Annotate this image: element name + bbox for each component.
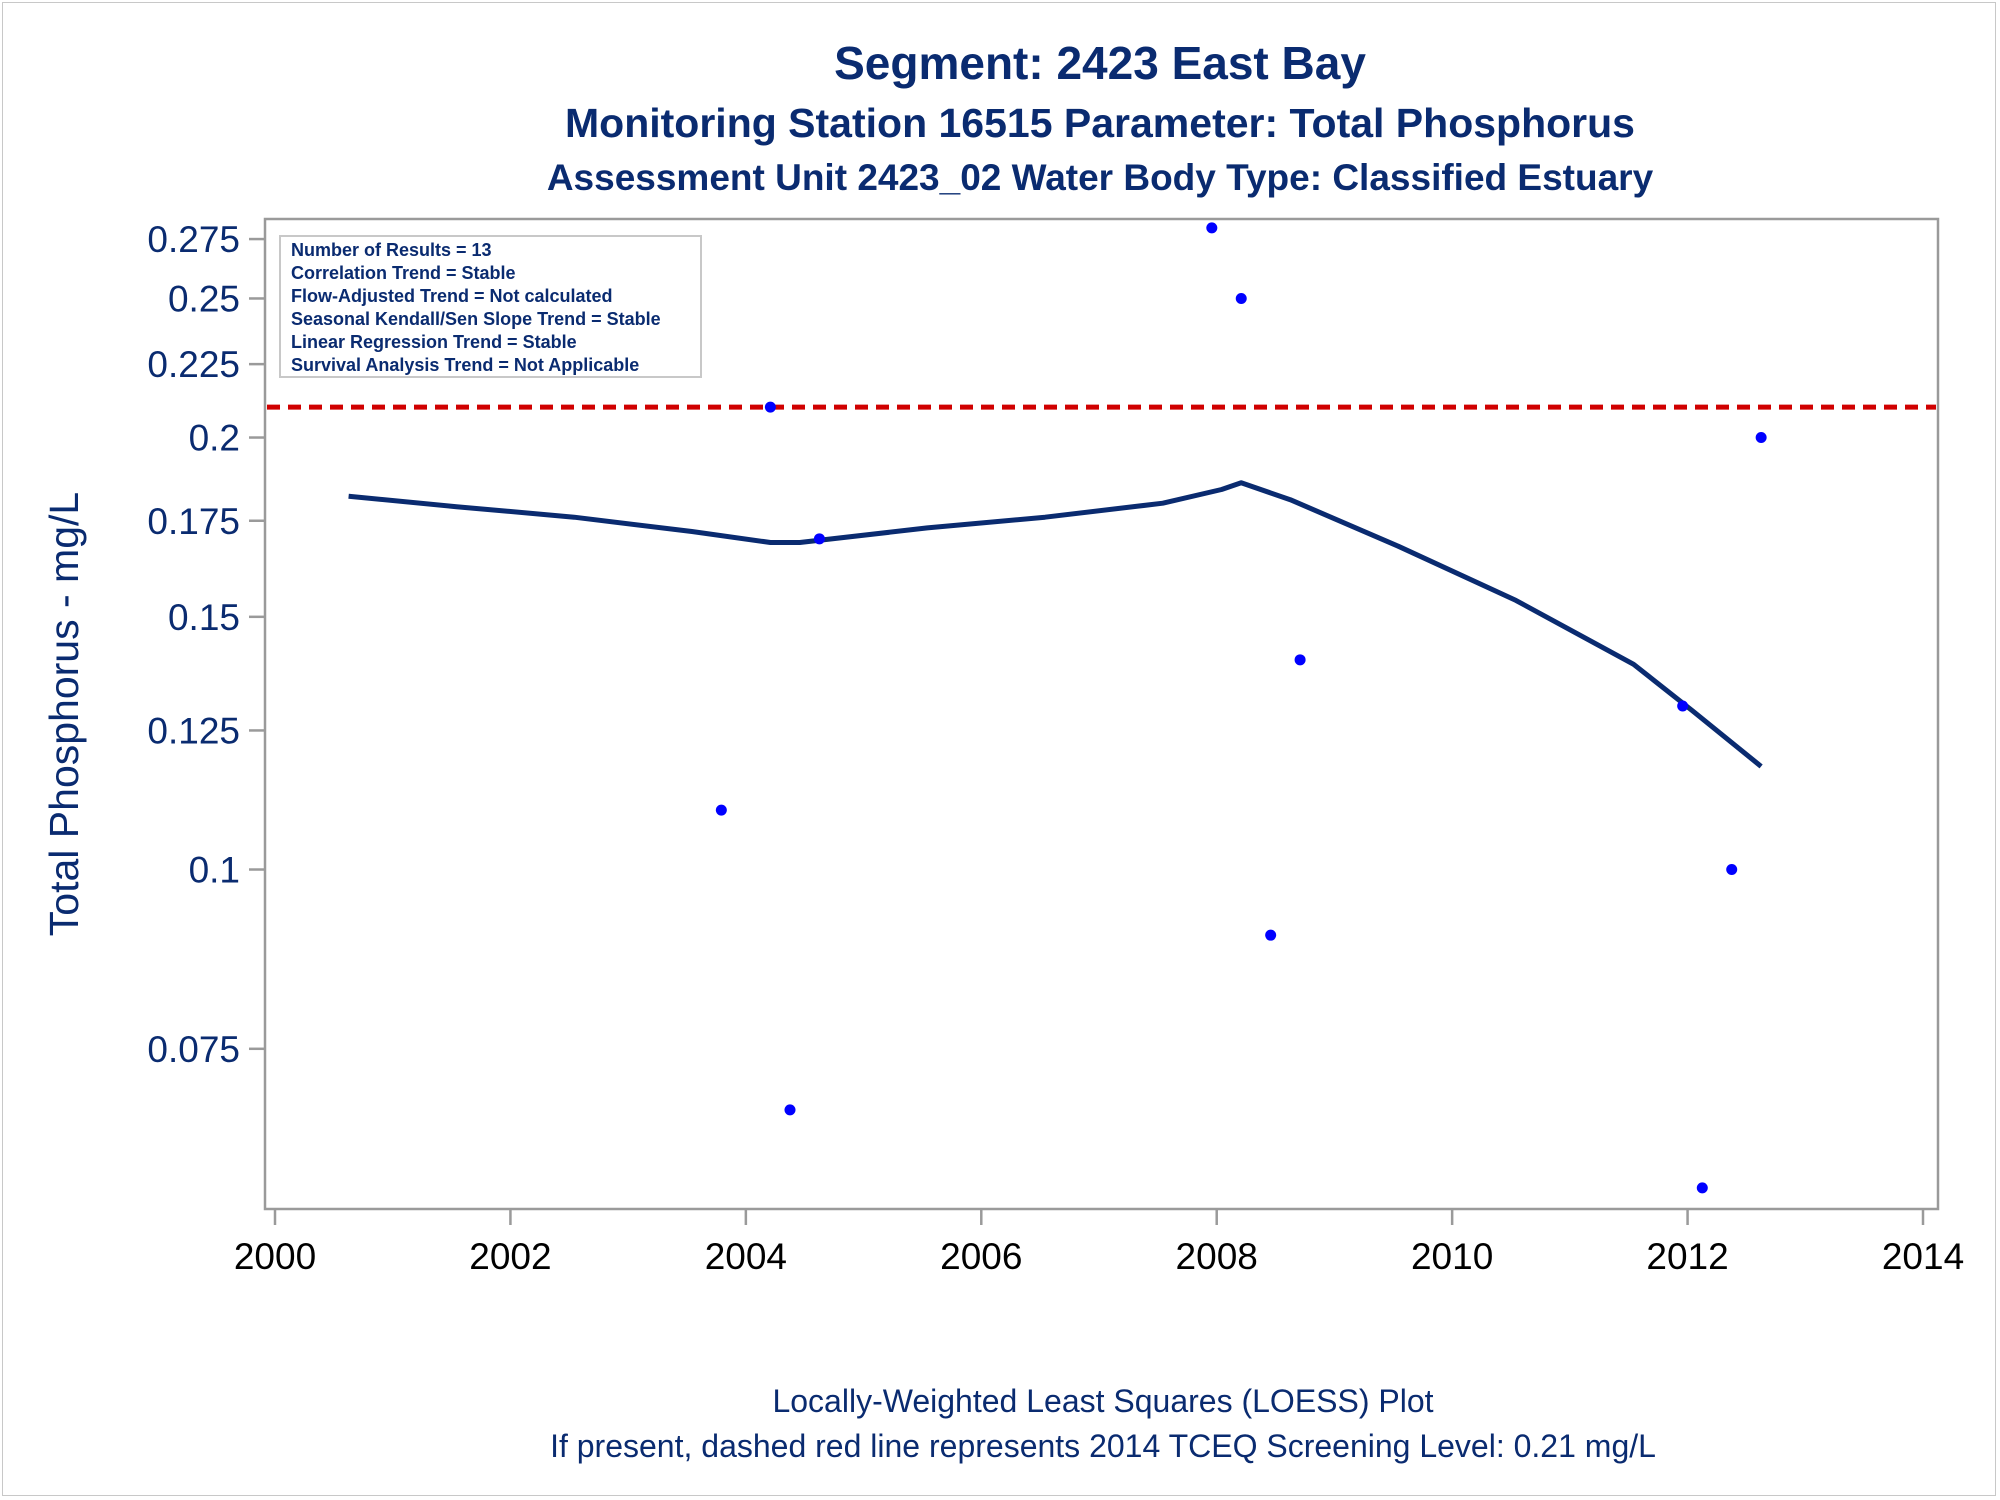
y-tick-label: 0.25 — [168, 278, 240, 319]
y-tick-label: 0.225 — [147, 344, 240, 385]
stats-line: Linear Regression Trend = Stable — [291, 332, 577, 352]
chart-title: Segment: 2423 East Bay — [834, 37, 1366, 89]
y-tick-label: 0.1 — [189, 850, 240, 891]
stats-box-lines: Number of Results = 13 Correlation Trend … — [291, 240, 661, 375]
stats-box — [279, 235, 702, 378]
y-tick-label: 0.075 — [147, 1029, 240, 1070]
x-tick-label: 2000 — [234, 1236, 316, 1277]
plot-area — [263, 217, 1940, 1211]
data-point — [1235, 292, 1247, 304]
y-axis-title: Total Phosphorus - mg/L — [41, 492, 87, 936]
data-point — [1265, 929, 1277, 941]
stats-line: Seasonal Kendall/Sen Slope Trend = Stabl… — [291, 309, 661, 329]
data-point — [715, 804, 727, 816]
y-tick-label: 0.2 — [189, 418, 240, 459]
stats-line: Number of Results = 13 — [291, 240, 492, 260]
x-tick-label: 2004 — [705, 1236, 787, 1277]
y-tick-label: 0.125 — [147, 710, 240, 751]
data-point — [1206, 222, 1218, 234]
x-tick-label: 2008 — [1176, 1236, 1258, 1277]
y-axis: 0.075 0.1 0.125 0.15 0.175 0.2 0.225 0.25 0.275 — [147, 219, 265, 1070]
x-tick-label: 2010 — [1411, 1236, 1493, 1277]
chart-subtitle: Monitoring Station 16515 Parameter: Tota… — [565, 100, 1635, 146]
chart-subtitle-2: Assessment Unit 2423_02 Water Body Type:… — [547, 157, 1654, 198]
data-point — [813, 533, 825, 545]
x-tick-label: 2006 — [940, 1236, 1022, 1277]
x-tick-label: 2012 — [1646, 1236, 1728, 1277]
data-point — [1755, 432, 1767, 444]
loess-trend-line — [348, 480, 1763, 769]
y-tick-label: 0.275 — [147, 219, 240, 260]
x-tick-label: 2014 — [1882, 1236, 1964, 1277]
stats-line: Correlation Trend = Stable — [291, 263, 516, 283]
footnote-screening-level: If present, dashed red line represents 2… — [550, 1428, 1656, 1464]
data-point — [784, 1104, 796, 1116]
data-point — [1726, 864, 1738, 876]
y-tick-label: 0.175 — [147, 501, 240, 542]
data-point — [1696, 1182, 1708, 1194]
stats-line: Survival Analysis Trend = Not Applicable — [291, 355, 639, 375]
stats-line: Flow-Adjusted Trend = Not calculated — [291, 286, 613, 306]
data-point — [1294, 654, 1306, 666]
x-tick-label: 2002 — [469, 1236, 551, 1277]
x-axis: 2000 2002 2004 2006 2008 2010 2012 2014 — [234, 1209, 1964, 1277]
data-point — [1677, 700, 1689, 712]
y-tick-label: 0.15 — [168, 597, 240, 638]
data-point — [764, 401, 776, 413]
footnote-loess: Locally-Weighted Least Squares (LOESS) P… — [772, 1383, 1433, 1419]
